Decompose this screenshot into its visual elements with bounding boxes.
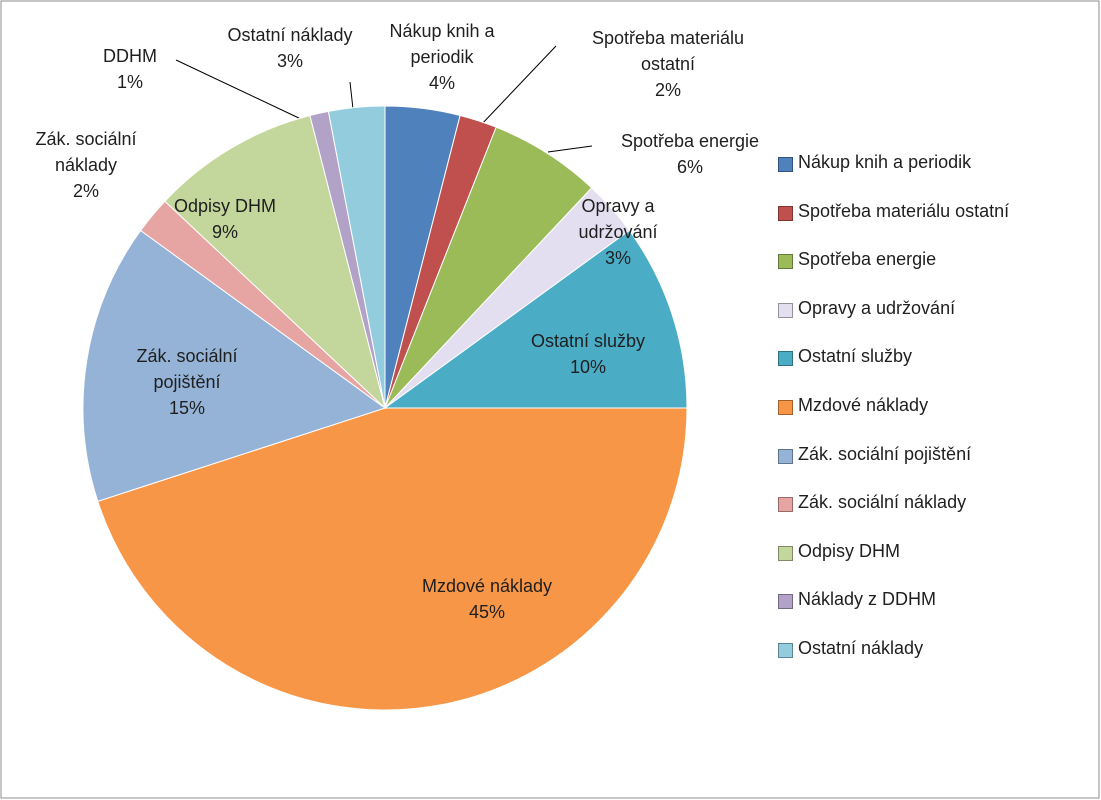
data-label: Ostatní služby 10% bbox=[503, 328, 673, 380]
data-label: Ostatní náklady 3% bbox=[203, 22, 378, 74]
data-label-name: Spotřeba energie bbox=[620, 131, 760, 151]
data-label-name: Odpisy DHM bbox=[173, 196, 276, 216]
legend-label: Ostatní náklady bbox=[798, 638, 924, 658]
data-label-name: Ostatní služby bbox=[530, 331, 646, 351]
data-label: Mzdové náklady 45% bbox=[387, 573, 587, 625]
pie-slice bbox=[97, 407, 688, 711]
data-label-name: Ostatní náklady bbox=[227, 25, 353, 45]
data-label-value: 4% bbox=[428, 73, 455, 93]
legend-label: Opravy a udržování bbox=[798, 297, 956, 318]
leader-line bbox=[175, 59, 304, 121]
data-label-value: 2% bbox=[654, 80, 681, 100]
pie-slice bbox=[164, 114, 386, 410]
legend-swatch bbox=[778, 157, 793, 172]
legend-swatch bbox=[778, 351, 793, 367]
legend-swatch bbox=[778, 594, 793, 610]
data-label-name: Opravy a udržování bbox=[578, 196, 658, 242]
legend-swatch bbox=[778, 254, 793, 270]
data-label: Nákup knih a periodik 4% bbox=[372, 18, 512, 96]
data-label-name: DDHM bbox=[103, 46, 157, 66]
legend-label: Ostatní služby bbox=[798, 346, 913, 367]
data-label-name: Nákup knih a periodik bbox=[389, 21, 495, 67]
legend-swatch bbox=[778, 205, 793, 221]
pie-slice bbox=[327, 105, 386, 409]
data-label-value: 10% bbox=[569, 357, 607, 377]
legend-swatch bbox=[778, 448, 793, 464]
leader-line bbox=[547, 145, 593, 153]
data-label-value: 2% bbox=[72, 181, 99, 201]
legend-label: Spotřeba energie bbox=[798, 249, 937, 270]
legend-label: Odpisy DHM bbox=[798, 540, 901, 561]
leader-lines bbox=[175, 45, 593, 153]
legend-label: Zák. sociální pojištění bbox=[798, 443, 972, 464]
data-label-value: 1% bbox=[116, 72, 143, 92]
leader-line bbox=[479, 45, 557, 127]
legend-label: Zák. sociální náklady bbox=[798, 492, 967, 513]
data-label: Zák. sociální pojištění 15% bbox=[112, 343, 262, 421]
data-label-name: Spotřeba materiálu ostatní bbox=[591, 28, 745, 74]
data-label: Zák. sociální náklady 2% bbox=[11, 126, 161, 204]
legend-swatch bbox=[778, 497, 793, 513]
legend-swatch bbox=[778, 302, 793, 318]
data-label-value: 15% bbox=[168, 398, 206, 418]
leader-line bbox=[349, 81, 354, 110]
pie-slice bbox=[82, 229, 387, 502]
data-label-value: 45% bbox=[468, 602, 506, 622]
data-label-name: Zák. sociální náklady bbox=[35, 129, 137, 175]
pie-slice bbox=[383, 229, 688, 409]
data-label: Spotřeba energie 6% bbox=[590, 128, 790, 180]
data-label-value: 6% bbox=[676, 157, 703, 177]
data-label: DDHM 1% bbox=[90, 43, 170, 95]
data-label-name: Zák. sociální pojištění bbox=[136, 346, 238, 392]
data-label-value: 3% bbox=[604, 248, 631, 268]
data-label: Spotřeba materiálu ostatní 2% bbox=[573, 25, 763, 103]
legend-label: Nákup knih a periodik bbox=[798, 152, 972, 172]
data-label-name: Mzdové náklady bbox=[421, 576, 553, 596]
legend-label: Náklady z DDHM bbox=[798, 589, 937, 610]
data-label: Opravy a udržování 3% bbox=[563, 193, 673, 271]
data-label-value: 9% bbox=[211, 222, 238, 242]
legend-swatch bbox=[778, 643, 793, 658]
legend-swatch bbox=[778, 545, 793, 561]
data-label: Odpisy DHM 9% bbox=[150, 193, 300, 245]
legend-label: Spotřeba materiálu ostatní bbox=[798, 200, 1010, 221]
legend-label: Mzdové náklady bbox=[798, 395, 929, 415]
data-label-value: 3% bbox=[276, 51, 303, 71]
legend-swatch bbox=[778, 400, 793, 415]
